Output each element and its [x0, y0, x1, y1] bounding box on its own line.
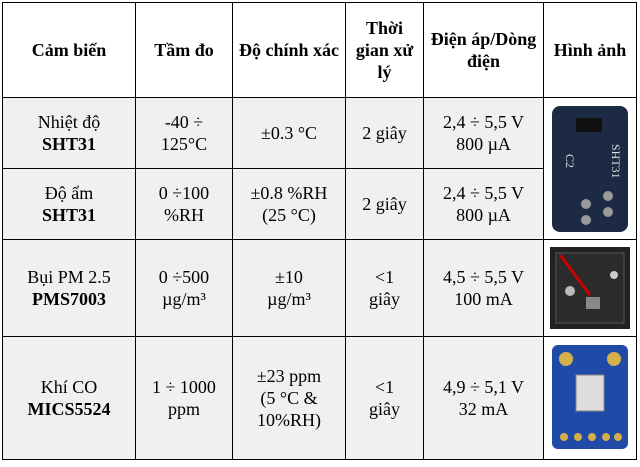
- cell-line: µg/m³: [236, 288, 342, 310]
- cell-line: 2 giây: [349, 193, 420, 215]
- cell-line: µg/m³: [139, 288, 229, 310]
- image-cell: [544, 240, 637, 337]
- cell-line: 2,4 ÷ 5,5 V: [427, 182, 540, 204]
- cell-line: <1: [349, 266, 420, 288]
- cell-line: Độ ẩm: [6, 182, 132, 204]
- table-cell: ±0.8 %RH(25 °C): [233, 169, 346, 240]
- cell-line: %RH: [139, 204, 229, 226]
- header-cell: Cảm biến: [3, 3, 136, 98]
- table-cell: ±23 ppm(5 °C &10%RH): [233, 337, 346, 460]
- cell-line: 4,9 ÷ 5,1 V: [427, 376, 540, 398]
- pms7003-image: [546, 245, 634, 331]
- table-cell: ±0.3 °C: [233, 98, 346, 169]
- cell-line: Khí CO: [6, 376, 132, 398]
- table-cell: 2 giây: [346, 98, 424, 169]
- cell-line: MICS5524: [6, 398, 132, 420]
- cell-line: 0 ÷100: [139, 182, 229, 204]
- image-cell: SHT31 C2: [544, 98, 637, 240]
- cell-line: giây: [349, 288, 420, 310]
- cell-line: 2 giây: [349, 122, 420, 144]
- sht31-image: SHT31 C2: [546, 104, 634, 234]
- cell-line: 0 ÷500: [139, 266, 229, 288]
- cell-line: ±0.8 %RH: [236, 182, 342, 204]
- cell-line: (5 °C &: [236, 387, 342, 409]
- page: {"table": { "header": ["Cảm biến", "Tầm …: [0, 0, 640, 467]
- cell-line: 4,5 ÷ 5,5 V: [427, 266, 540, 288]
- cell-line: 10%RH): [236, 409, 342, 431]
- cell-line: giây: [349, 398, 420, 420]
- cell-line: -40 ÷: [139, 111, 229, 133]
- cell-line: 1 ÷ 1000: [139, 376, 229, 398]
- table-cell: -40 ÷125°C: [136, 98, 233, 169]
- header-cell: Điện áp/Dòng điện: [424, 3, 544, 98]
- image-cell: [544, 337, 637, 460]
- cell-line: <1: [349, 376, 420, 398]
- header-cell: Độ chính xác: [233, 3, 346, 98]
- cell-line: Bụi PM 2.5: [6, 266, 132, 288]
- table-cell: 0 ÷100%RH: [136, 169, 233, 240]
- cell-line: Nhiệt độ: [6, 111, 132, 133]
- cell-line: SHT31: [6, 204, 132, 226]
- svg-text:SHT31: SHT31: [609, 144, 623, 179]
- cell-line: ±0.3 °C: [236, 122, 342, 144]
- mics5524-image: [546, 341, 634, 455]
- cell-line: 125°C: [139, 133, 229, 155]
- cell-line: (25 °C): [236, 204, 342, 226]
- cell-line: 32 mA: [427, 398, 540, 420]
- header-cell: Thời gian xử lý: [346, 3, 424, 98]
- cell-line: ±23 ppm: [236, 365, 342, 387]
- svg-text:C2: C2: [563, 154, 577, 168]
- cell-line: 800 µA: [427, 204, 540, 226]
- header-cell: Hình ảnh: [544, 3, 637, 98]
- table-cell: 2 giây: [346, 169, 424, 240]
- cell-line: 100 mA: [427, 288, 540, 310]
- cell-line: 800 µA: [427, 133, 540, 155]
- cell-line: ppm: [139, 398, 229, 420]
- cell-line: ±10: [236, 266, 342, 288]
- cell-line: PMS7003: [6, 288, 132, 310]
- cell-line: 2,4 ÷ 5,5 V: [427, 111, 540, 133]
- cell-line: SHT31: [6, 133, 132, 155]
- header-cell: Tầm đo: [136, 3, 233, 98]
- page-body: Cảm biếnTầm đoĐộ chính xácThời gian xử l…: [0, 0, 640, 467]
